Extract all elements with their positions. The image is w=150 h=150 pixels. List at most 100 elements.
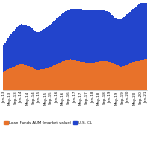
- Bar: [71, 60, 73, 90]
- Bar: [8, 69, 9, 90]
- Bar: [144, 59, 146, 90]
- Bar: [58, 17, 59, 63]
- Bar: [61, 62, 62, 90]
- Bar: [123, 66, 125, 90]
- Bar: [132, 9, 134, 62]
- Bar: [95, 10, 97, 62]
- Bar: [101, 61, 102, 90]
- Bar: [65, 60, 67, 90]
- Bar: [76, 61, 77, 90]
- Bar: [58, 63, 59, 90]
- Bar: [122, 66, 123, 90]
- Bar: [9, 36, 10, 68]
- Bar: [104, 10, 105, 61]
- Bar: [67, 10, 68, 60]
- Bar: [55, 20, 56, 64]
- Bar: [82, 10, 83, 62]
- Bar: [53, 65, 55, 90]
- Bar: [22, 25, 24, 64]
- Bar: [4, 43, 6, 71]
- Bar: [83, 10, 85, 62]
- Bar: [27, 26, 28, 66]
- Bar: [76, 9, 77, 61]
- Bar: [70, 59, 71, 90]
- Bar: [48, 68, 49, 90]
- Bar: [141, 2, 142, 60]
- Bar: [46, 68, 48, 90]
- Bar: [131, 63, 132, 90]
- Bar: [77, 9, 79, 61]
- Bar: [119, 66, 120, 90]
- Bar: [82, 62, 83, 90]
- Bar: [37, 32, 39, 70]
- Bar: [91, 63, 92, 90]
- Bar: [16, 27, 18, 65]
- Bar: [12, 32, 13, 67]
- Bar: [65, 11, 67, 60]
- Bar: [37, 70, 39, 90]
- Bar: [134, 8, 135, 62]
- Bar: [126, 14, 128, 64]
- Bar: [30, 27, 31, 67]
- Bar: [40, 69, 42, 90]
- Bar: [61, 14, 62, 62]
- Bar: [129, 63, 131, 90]
- Bar: [31, 28, 33, 67]
- Bar: [45, 68, 46, 90]
- Bar: [86, 10, 88, 63]
- Bar: [21, 24, 22, 64]
- Bar: [110, 62, 111, 90]
- Bar: [64, 61, 65, 90]
- Bar: [80, 9, 82, 62]
- Bar: [49, 25, 51, 67]
- Bar: [85, 63, 86, 90]
- Bar: [98, 61, 99, 90]
- Bar: [59, 63, 61, 90]
- Bar: [141, 60, 142, 90]
- Bar: [74, 9, 76, 60]
- Bar: [104, 61, 105, 90]
- Bar: [108, 61, 110, 90]
- Bar: [142, 1, 144, 60]
- Bar: [129, 12, 131, 63]
- Bar: [31, 67, 33, 90]
- Bar: [71, 9, 73, 60]
- Bar: [73, 60, 74, 90]
- Bar: [30, 67, 31, 90]
- Bar: [46, 27, 48, 68]
- Bar: [13, 67, 15, 90]
- Bar: [15, 29, 16, 66]
- Bar: [131, 10, 132, 63]
- Bar: [33, 30, 34, 68]
- Bar: [48, 26, 49, 68]
- Bar: [9, 68, 10, 90]
- Bar: [33, 68, 34, 90]
- Bar: [126, 64, 128, 90]
- Bar: [107, 11, 108, 61]
- Bar: [52, 22, 53, 66]
- Bar: [94, 63, 95, 90]
- Bar: [36, 70, 37, 90]
- Bar: [3, 72, 4, 90]
- Bar: [40, 31, 42, 69]
- Bar: [146, 0, 147, 59]
- Bar: [86, 63, 88, 90]
- Bar: [138, 61, 140, 90]
- Bar: [64, 12, 65, 61]
- Bar: [135, 61, 137, 90]
- Bar: [3, 45, 4, 72]
- Bar: [8, 38, 9, 69]
- Legend: Loan Funds AUM (market value), U.S. CL: Loan Funds AUM (market value), U.S. CL: [2, 119, 93, 126]
- Bar: [88, 63, 89, 90]
- Bar: [92, 63, 94, 90]
- Bar: [116, 64, 117, 90]
- Bar: [51, 24, 52, 67]
- Bar: [114, 18, 116, 64]
- Bar: [125, 65, 126, 90]
- Bar: [12, 67, 13, 90]
- Bar: [117, 19, 119, 65]
- Bar: [113, 16, 114, 63]
- Bar: [146, 59, 147, 90]
- Bar: [111, 15, 113, 63]
- Bar: [123, 17, 125, 66]
